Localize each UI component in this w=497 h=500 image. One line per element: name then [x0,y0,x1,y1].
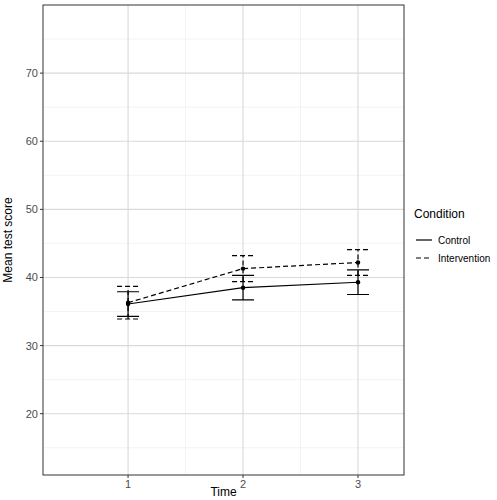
marks [117,250,369,319]
grid-line [43,209,404,210]
minor-grid [43,447,404,448]
legend-label: Control [438,235,470,246]
tick-label: 30 [26,340,38,352]
chart-svg: 20 30 40 50 60 70 1 2 3 Time Mean test score Condit… [0,0,497,500]
grid-line [43,413,404,414]
error-bar [117,286,139,319]
error-bar [117,292,139,317]
minor-grid [43,39,404,40]
series-line [128,262,358,302]
grid-line [128,5,129,475]
tick-label: 2 [240,478,246,490]
tick-label: 40 [26,271,38,283]
point [126,300,130,304]
minor-grid [300,5,301,475]
point [356,260,360,264]
tick-label: 1 [125,478,131,490]
grid-line [357,5,358,475]
minor-grid [43,243,404,244]
minor-grid [43,379,404,380]
panel-border [43,5,404,475]
tick-label: 70 [26,67,38,79]
tick-label: 20 [26,408,38,420]
error-bar [232,256,254,282]
grid-line [43,277,404,278]
minor-grid [43,107,404,108]
minor-grid [185,5,186,475]
error-bar [347,250,369,276]
point [241,266,245,270]
legend-title: Condition [414,207,465,221]
grid-line [43,345,404,346]
grid-line [43,73,404,74]
minor-grid [43,311,404,312]
grid-line [43,141,404,142]
tick-label: 3 [355,478,361,490]
panel-bg [43,5,404,475]
legend-swatch [416,239,432,240]
tick-label: 50 [26,203,38,215]
point [241,285,245,289]
y-axis-label: Mean test score [1,197,15,283]
minor-grid [43,175,404,176]
tick-label: 60 [26,135,38,147]
point [356,280,360,284]
grid-line [242,5,243,475]
x-axis-label: Time [210,485,237,499]
legend-swatch [416,257,432,258]
chart-root: 20 30 40 50 60 70 1 2 3 Time Mean test score Condit… [0,0,497,500]
legend-label: Intervention [438,253,490,264]
